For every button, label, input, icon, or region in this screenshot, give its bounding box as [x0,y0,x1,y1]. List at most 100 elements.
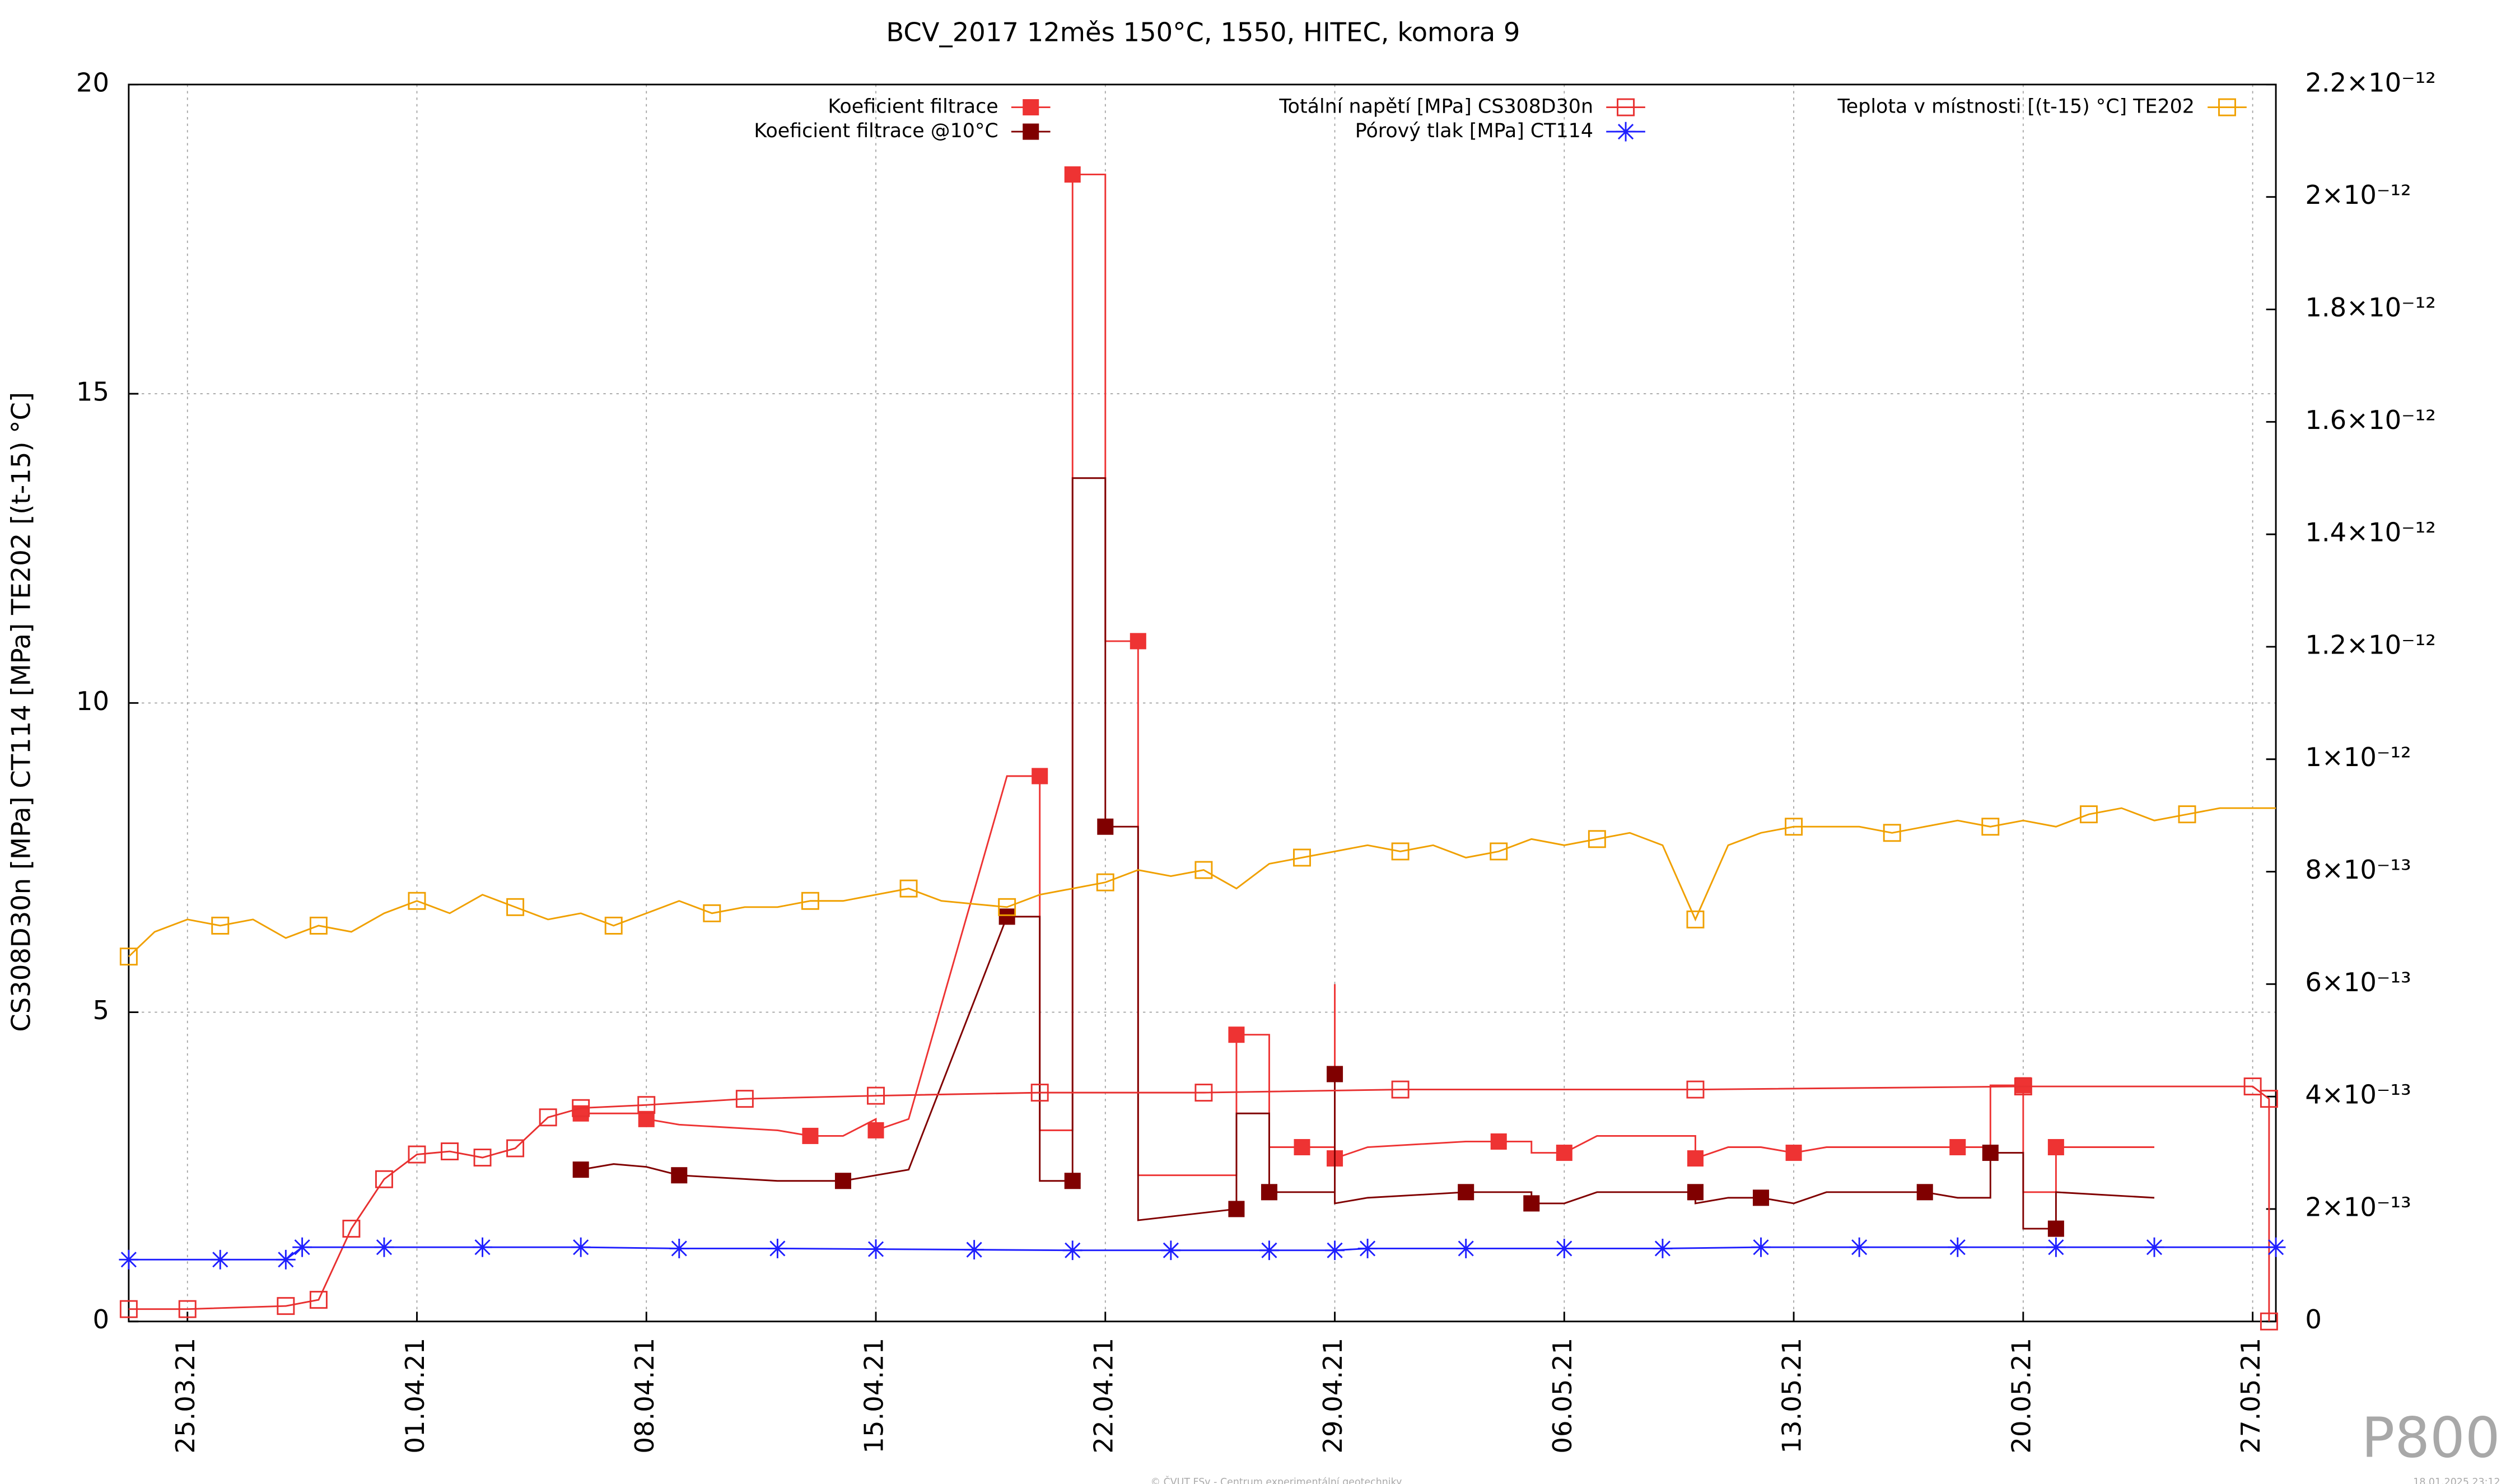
data-point [735,1090,754,1108]
y2-tick-label: 4×10⁻¹³ [2305,1080,2411,1110]
series-line [128,1085,2270,1322]
marker-shape [441,1142,459,1160]
data-point [964,1240,984,1260]
marker-shape [866,1239,886,1259]
data-point [1948,1237,1968,1257]
marker-shape [1023,99,1039,116]
data-point [1391,842,1410,861]
marker-shape [375,1170,393,1188]
marker-shape [1194,861,1213,879]
data-point [1785,1145,1802,1161]
marker-shape [119,948,138,966]
data-point [1490,842,1508,861]
y2-tick-label: 1.2×10⁻¹² [2305,629,2436,660]
marker-shape [2015,1077,2032,1094]
marker-shape [276,1249,296,1270]
data-point [1916,1184,1933,1201]
marker-shape [604,916,623,935]
marker-shape [637,1096,656,1114]
marker-shape [1293,848,1311,867]
data-point [506,1139,525,1158]
data-point [1456,1239,1476,1258]
marker-shape [2047,1138,2064,1156]
marker-shape [802,1127,819,1144]
data-point [119,1249,139,1270]
y2-tick-label: 2×10⁻¹³ [2305,1192,2411,1222]
data-point [1653,1239,1673,1258]
data-point [408,1145,426,1164]
marker-shape [2079,805,2098,824]
marker-shape [119,1300,138,1318]
legend-label: Koeficient filtrace @10°C [754,120,998,142]
data-point [277,1297,295,1315]
data-point [374,1237,394,1257]
data-point [1849,1237,1869,1257]
marker-shape [998,908,1015,925]
data-point [210,1249,230,1270]
data-point [998,908,1015,925]
data-point [802,1127,819,1144]
footer: © ČVUT FSv - Centrum experimentální geot… [1151,1476,1402,1484]
marker-shape [1686,910,1705,928]
marker-shape [2243,1077,2262,1096]
data-point [1023,99,1039,116]
legend-label: Teplota v místnosti [(t-15) °C] TE202 [1837,96,2194,118]
marker-shape [1456,1239,1476,1258]
data-point [1062,1240,1082,1261]
y-tick-label: 5 [92,995,109,1025]
data-point [119,948,138,966]
marker-shape [899,879,918,898]
y2-tick-label: 1.6×10⁻¹² [2305,405,2436,435]
y2-tick-label: 0 [2305,1304,2322,1334]
marker-shape [408,892,426,910]
data-point [1617,98,1635,116]
legend-label: Pórový tlak [MPa] CT114 [1355,120,1593,142]
data-point [1130,633,1146,650]
y2-tick-label: 1.8×10⁻¹² [2305,292,2436,323]
marker-shape [1327,1066,1343,1082]
marker-shape [1064,1173,1081,1189]
marker-shape [964,1240,984,1260]
marker-shape [834,1173,851,1189]
x-tick-label: 22.04.21 [1088,1338,1118,1454]
y2-tick-label: 6×10⁻¹³ [2305,967,2411,997]
marker-shape [309,916,328,935]
data-point [867,1122,884,1138]
data-point [178,1300,197,1318]
data-point [1032,768,1048,785]
marker-shape [1391,842,1410,861]
data-point [1293,848,1311,867]
marker-shape [1687,1150,1704,1167]
marker-shape [1194,1084,1213,1102]
data-point [1391,1080,1410,1099]
data-point [1259,1240,1279,1261]
data-point [1228,1026,1245,1043]
data-point [671,1167,688,1184]
marker-shape [1751,1237,1771,1257]
marker-shape [1294,1138,1310,1156]
data-point [1194,1084,1213,1102]
data-point [1556,1145,1572,1161]
data-point [1228,1201,1245,1217]
marker-shape [292,1237,312,1257]
data-point [2014,1077,2032,1096]
marker-shape [1490,842,1508,861]
data-point [276,1249,296,1270]
data-point [867,1086,885,1105]
data-point [998,898,1016,916]
data-point [1064,166,1081,183]
data-point [1949,1138,1966,1156]
y2-tick-label: 2.2×10⁻¹² [2305,67,2436,97]
marker-shape [1616,122,1636,142]
marker-shape [1687,1184,1704,1201]
data-point [342,1220,361,1238]
data-point [1883,824,1901,842]
marker-shape [1849,1237,1869,1257]
data-point [506,898,525,916]
marker-shape [178,1300,197,1318]
marker-shape [2178,805,2196,824]
marker-shape [2047,1220,2064,1237]
marker-shape [1030,1084,1049,1102]
marker-shape [1982,1145,1999,1161]
marker-shape [1554,1239,1574,1258]
